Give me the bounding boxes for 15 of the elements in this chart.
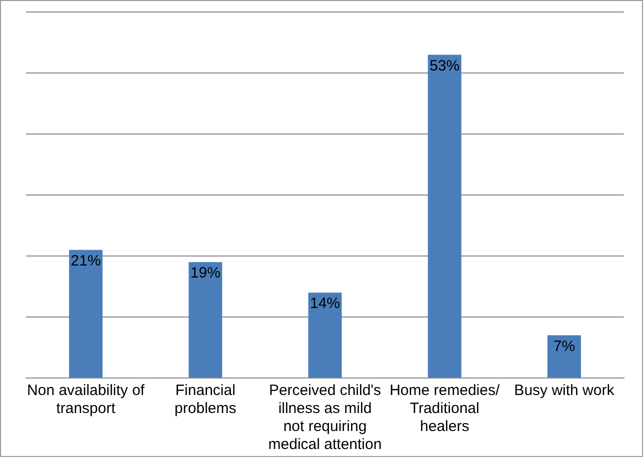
x-tick-label: Perceived child's illness as mild not requiring medical attention (268, 382, 382, 454)
x-tick-label: Non availability of transport (27, 382, 146, 418)
x-tick-label: Home remedies/ Traditional healers (390, 382, 500, 436)
x-tick-label: Busy with work (514, 382, 615, 400)
bar (308, 292, 342, 378)
bar (547, 335, 581, 378)
bar (428, 54, 462, 378)
data-label: 14% (310, 295, 340, 312)
data-label: 7% (553, 338, 576, 355)
data-label: 53% (430, 57, 460, 74)
data-label: 19% (190, 264, 220, 282)
data-label: 21% (70, 252, 101, 270)
x-tick-label: Financial problems (174, 382, 236, 418)
bar (188, 262, 222, 378)
bar (69, 250, 103, 378)
